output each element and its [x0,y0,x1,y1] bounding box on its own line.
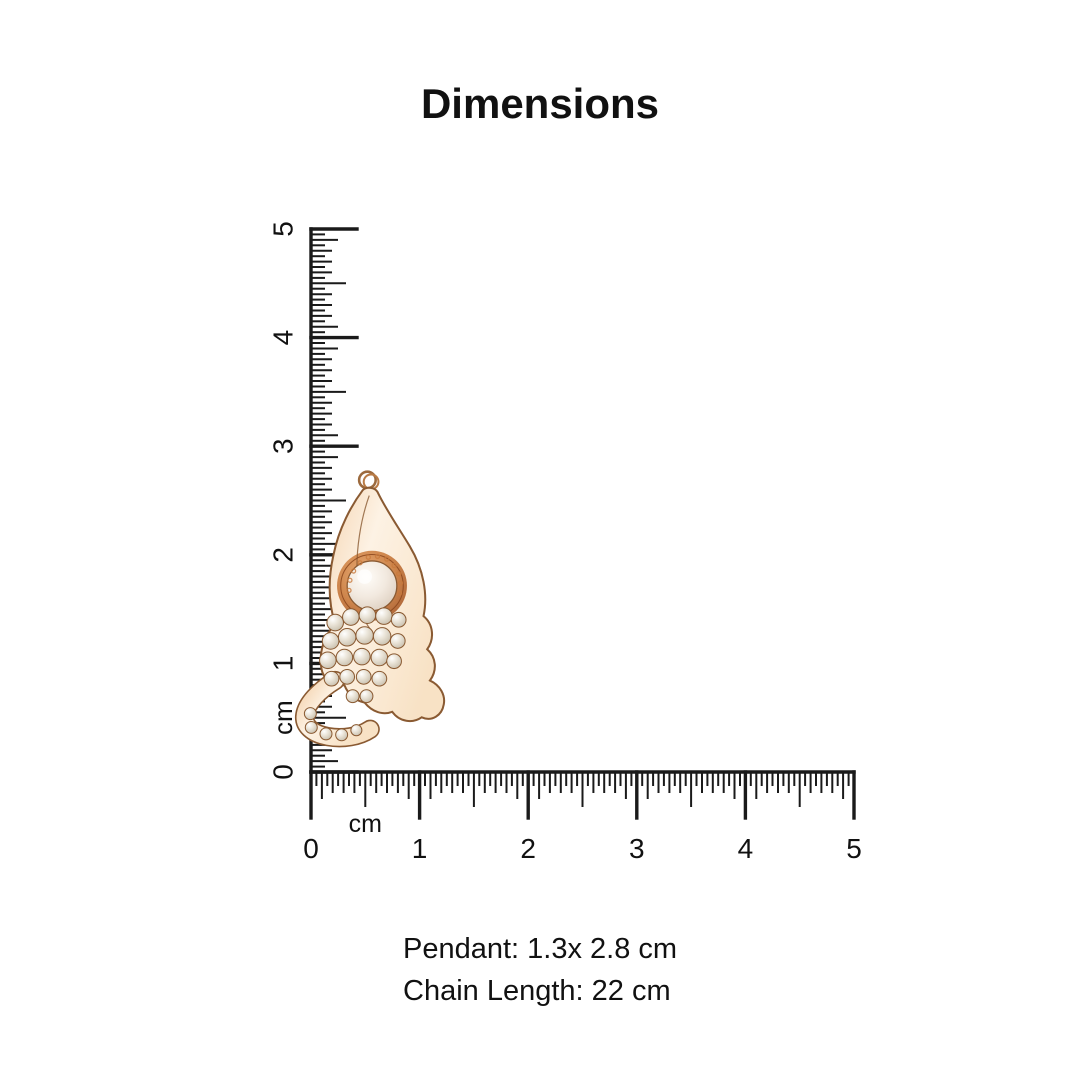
svg-text:2: 2 [520,833,536,864]
svg-text:4: 4 [738,833,754,864]
svg-text:5: 5 [267,221,298,237]
svg-text:1: 1 [267,656,298,672]
svg-text:1: 1 [412,833,428,864]
svg-text:3: 3 [267,438,298,454]
svg-text:0: 0 [303,833,319,864]
svg-text:5: 5 [846,833,862,864]
svg-text:2: 2 [267,547,298,563]
svg-text:4: 4 [267,330,298,346]
svg-text:0: 0 [267,764,298,780]
svg-text:cm: cm [268,700,298,735]
svg-text:3: 3 [629,833,645,864]
